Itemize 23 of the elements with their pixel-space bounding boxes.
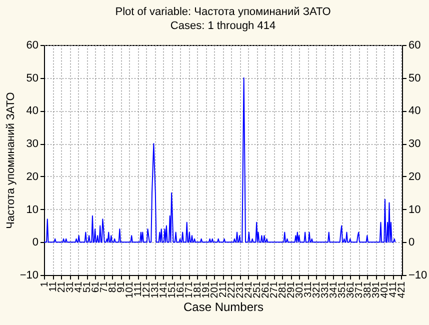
line-series — [44, 77, 396, 243]
y-tick-label: 40 — [26, 105, 38, 118]
y2-tick-label: 60 — [408, 40, 421, 52]
y2-tick-label: 40 — [408, 105, 421, 118]
y2-tick-label: 10 — [408, 204, 421, 216]
y-tick-label: 30 — [26, 138, 38, 150]
y-tick-label: −10 — [20, 270, 38, 282]
x-tick-label: 421 — [396, 281, 408, 298]
y-tick-label: 20 — [26, 170, 38, 183]
y2-tick-label: 50 — [408, 72, 421, 84]
chart-subtitle: Cases: 1 through 414 — [170, 20, 276, 32]
y2-tick-label: −10 — [408, 270, 428, 282]
y-tick-label: 50 — [26, 72, 38, 84]
x-axis-title: Case Numbers — [183, 300, 264, 314]
y-axis-title: Частота упоминаний ЗАТО — [4, 92, 17, 229]
y-tick-label: 0 — [32, 236, 38, 249]
y2-tick-label: 30 — [408, 138, 421, 150]
y-tick-label: 10 — [26, 204, 38, 216]
chart-title: Plot of variable: Частота упоминаний ЗАТО — [115, 6, 332, 18]
y-tick-label: 60 — [26, 40, 38, 52]
y2-tick-label: 0 — [408, 236, 415, 249]
y2-tick-label: 20 — [408, 170, 421, 183]
x-tick-label: 1 — [40, 281, 50, 288]
